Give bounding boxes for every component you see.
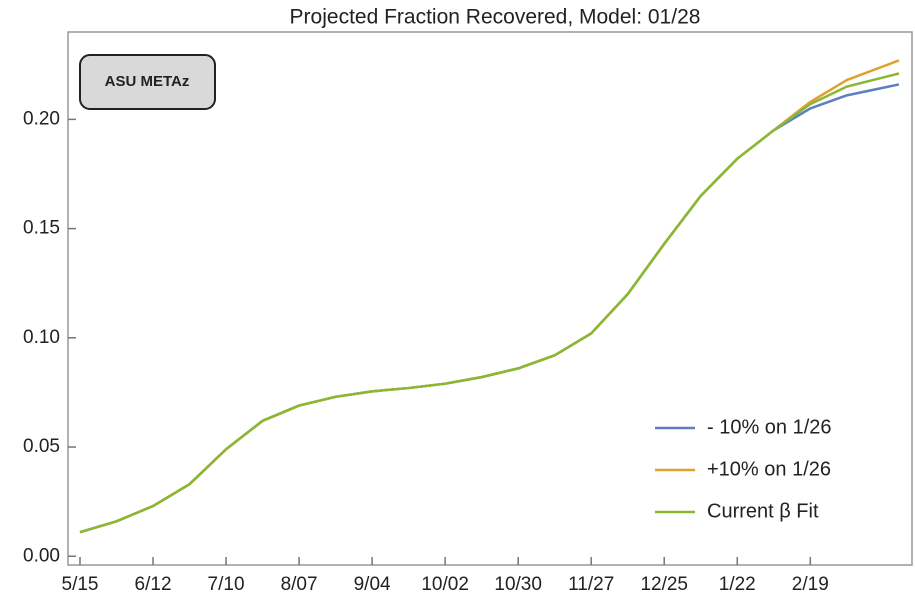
x-tick-label: 5/15 <box>62 574 99 595</box>
series-line <box>79 72 900 534</box>
x-tick-label: 1/22 <box>719 574 756 595</box>
x-tick-label: 11/27 <box>568 574 614 595</box>
y-tick-label: 0.10 <box>23 327 60 348</box>
y-tick-label: 0.20 <box>23 108 60 129</box>
x-tick-label: 10/30 <box>494 574 542 595</box>
x-tick-label: 6/12 <box>135 574 172 595</box>
y-tick-label: 0.15 <box>23 218 60 239</box>
y-tick-label: 0.00 <box>23 545 60 566</box>
x-tick-label: 7/10 <box>208 574 245 595</box>
y-tick-label: 0.05 <box>23 436 60 457</box>
legend-label: - 10% on 1/26 <box>707 416 832 438</box>
x-tick-label: 9/04 <box>354 574 391 595</box>
x-tick-label: 2/19 <box>792 574 829 595</box>
legend-label: Current β Fit <box>707 500 819 522</box>
x-tick-label: 10/02 <box>421 574 469 595</box>
x-tick-label: 12/25 <box>640 574 688 595</box>
chart-title: Projected Fraction Recovered, Model: 01/… <box>290 6 701 29</box>
x-tick-label: 8/07 <box>281 574 318 595</box>
legend-label: +10% on 1/26 <box>707 458 831 480</box>
plot-frame <box>67 31 913 566</box>
badge <box>79 54 216 110</box>
badge-text: ASU METAz <box>105 73 190 90</box>
